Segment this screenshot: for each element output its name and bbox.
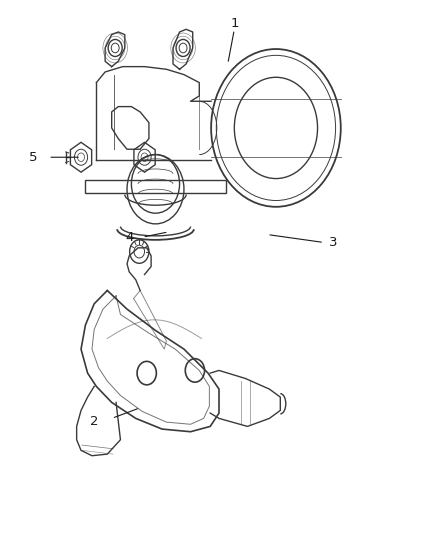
Bar xyxy=(85,180,226,193)
Text: 2: 2 xyxy=(90,415,99,427)
Text: 1: 1 xyxy=(230,18,239,30)
Text: 4: 4 xyxy=(125,231,134,244)
Text: 3: 3 xyxy=(328,236,337,249)
Text: 5: 5 xyxy=(28,151,37,164)
